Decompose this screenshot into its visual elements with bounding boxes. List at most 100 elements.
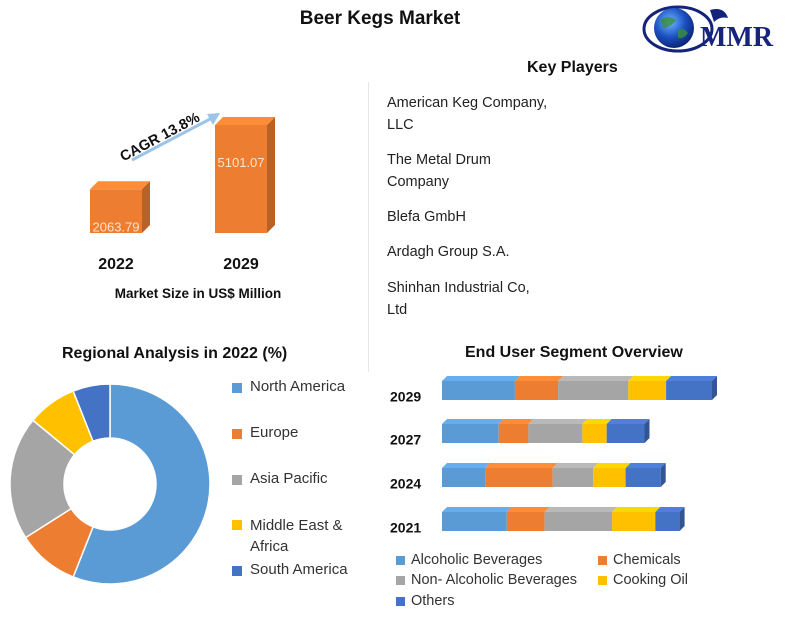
stack-segment — [655, 512, 680, 531]
segment-top — [582, 419, 612, 424]
market-size-chart: 2063.79 2022 5101.07 2029 CAGR 13.8% — [90, 110, 275, 273]
stack-segment — [582, 424, 607, 443]
row-label: 2021 — [390, 520, 421, 536]
stack-segment — [544, 512, 613, 531]
divider — [368, 82, 369, 372]
globe-icon — [642, 5, 728, 53]
logo-text: MMR — [700, 22, 774, 53]
legend-label: Europe — [250, 424, 299, 441]
segment-side — [679, 507, 685, 531]
bar-data-label: 5101.07 — [218, 155, 265, 170]
key-player-item: Shinhan Industrial Co, Ltd — [387, 280, 530, 318]
legend-label: North America — [250, 378, 346, 395]
segment-top — [625, 463, 666, 468]
legend-item: Europe — [232, 424, 367, 470]
donut-slice-asia-pacific — [9, 419, 76, 539]
segment-top — [442, 507, 512, 512]
segment-top — [655, 507, 685, 512]
segment-top — [552, 463, 599, 468]
stack-segment — [628, 381, 667, 400]
bar-2029 — [215, 125, 267, 233]
row-label: 2029 — [390, 389, 421, 405]
bar-side — [267, 117, 275, 233]
mmr-logo: MMR — [630, 2, 790, 54]
segment-top — [442, 419, 504, 424]
segment-top — [606, 419, 650, 424]
segment-top — [485, 463, 558, 468]
legend-swatch — [598, 555, 607, 565]
segment-top — [498, 419, 534, 424]
legend-swatch — [396, 555, 405, 565]
legend-item: South America — [232, 561, 367, 578]
stack-segment — [442, 512, 507, 531]
stack-segment — [506, 512, 545, 531]
legend-label: Others — [411, 593, 455, 609]
segment-top — [514, 376, 564, 381]
legend-item: Middle East & Africa — [232, 515, 367, 561]
segment-top — [528, 419, 588, 424]
legend-swatch — [232, 520, 242, 530]
segment-top — [506, 507, 550, 512]
legend-swatch — [396, 575, 405, 585]
bar-top — [215, 117, 275, 125]
legend-label: Asia Pacific — [250, 470, 328, 487]
segment-side — [644, 419, 650, 443]
legend-swatch — [232, 475, 242, 485]
category-label: 2029 — [223, 256, 259, 273]
bar-data-label: 2063.79 — [93, 219, 140, 234]
legend-swatch — [232, 383, 242, 393]
stack-segment — [442, 381, 515, 400]
stack-segment — [666, 381, 712, 400]
stack-segment — [606, 424, 645, 443]
key-player-item: The Metal Drum Company — [387, 152, 491, 190]
key-player-item: Blefa GmbH — [387, 209, 466, 225]
segment-side — [660, 463, 666, 487]
segment-top — [628, 376, 672, 381]
legend-label: Middle East & Africa — [250, 517, 343, 555]
legend-label: South America — [250, 561, 348, 578]
bar-top — [90, 181, 150, 190]
legend-swatch — [598, 575, 607, 585]
legend-item: Others — [396, 593, 455, 609]
legend-item: Non- Alcoholic Beverages — [396, 572, 577, 588]
stack-segment — [498, 424, 529, 443]
donut-slice-north-america — [72, 383, 211, 585]
key-player-item: Ardagh Group S.A. — [387, 244, 510, 260]
end-user-chart-title: End User Segment Overview — [465, 344, 683, 361]
legend-item: Cooking Oil — [598, 572, 688, 588]
legend-swatch — [396, 596, 405, 606]
key-player-item: American Keg Company, LLC — [387, 95, 548, 133]
key-players-title: Key Players — [527, 59, 618, 76]
regional-chart-title: Regional Analysis in 2022 (%) — [62, 345, 288, 362]
stack-segment — [558, 381, 629, 400]
row-label: 2024 — [390, 476, 421, 492]
market-size-caption: Market Size in US$ Million — [114, 286, 282, 301]
legend-swatch — [232, 566, 242, 576]
segment-top — [442, 463, 491, 468]
stack-segment — [485, 468, 553, 487]
bar-2022 — [90, 189, 142, 233]
segment-top — [558, 376, 634, 381]
bar-side — [142, 181, 150, 233]
regional-donut-chart — [9, 383, 211, 585]
regional-legend: North America Europe Asia Pacific Middle… — [232, 378, 367, 578]
stack-segment — [593, 468, 626, 487]
legend-label: Cooking Oil — [613, 572, 688, 588]
row-label: 2027 — [390, 432, 421, 448]
segment-side — [712, 376, 717, 400]
legend-label: Alcoholic Beverages — [411, 552, 543, 568]
segment-top — [442, 376, 520, 381]
stack-segment — [612, 512, 656, 531]
stack-segment — [528, 424, 583, 443]
page-title: Beer Kegs Market — [299, 8, 461, 29]
stack-segment — [442, 468, 486, 487]
end-user-stacked-chart: 2029 2027 2024 2021 — [390, 376, 717, 536]
segment-top — [612, 507, 661, 512]
segment-top — [593, 463, 631, 468]
legend-item: Asia Pacific — [232, 470, 367, 515]
donut-slice-south-america — [72, 383, 111, 443]
legend-label: Chemicals — [613, 552, 681, 568]
cagr-arrow — [131, 113, 220, 162]
category-label: 2022 — [98, 256, 134, 273]
segment-top — [666, 376, 717, 381]
